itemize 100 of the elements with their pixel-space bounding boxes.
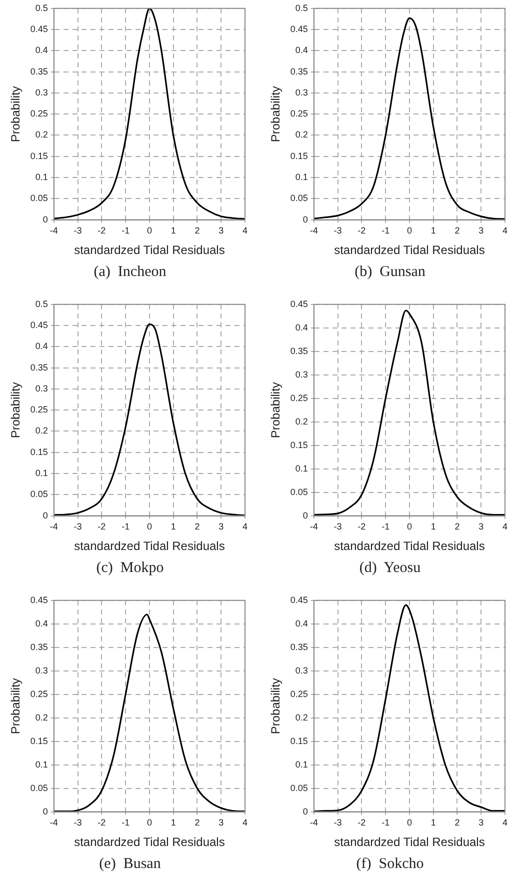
x-tick-label: 3 [218,818,224,828]
y-tick-label: 0.25 [30,688,48,699]
y-tick-label: 0.45 [30,594,48,605]
y-tick-label: 0.5 [35,298,48,309]
x-tick-label: -4 [50,522,58,532]
y-tick-label: 0 [302,510,308,520]
x-tick-label: -2 [98,226,106,236]
x-tick-label: 2 [194,226,200,236]
y-tick-label: 0.15 [30,736,48,746]
x-tick-label: -3 [74,522,82,532]
x-tick-label: -3 [334,522,342,532]
x-tick-label: 0 [146,818,152,828]
x-axis-title: standardzed Tidal Residuals [74,835,225,850]
y-tick-label: 0.1 [35,759,48,770]
y-tick-label: 0.35 [30,642,48,652]
y-tick-label: 0.05 [290,486,308,497]
x-tick-label: 2 [454,522,460,532]
y-tick-label: 0.05 [30,782,48,793]
y-tick-label: 0.35 [290,66,308,76]
y-tick-label: 0.05 [30,489,48,500]
x-tick-label: -3 [334,226,342,236]
y-tick-label: 0.4 [35,341,48,352]
x-tick-label: 3 [478,818,484,828]
y-tick-label: 0.1 [295,172,308,182]
x-tick-label: 1 [430,818,436,828]
x-tick-label: -2 [358,522,366,532]
x-tick-label: -2 [98,818,106,828]
y-tick-label: 0.2 [295,712,308,722]
y-tick-label: 0.3 [35,383,48,394]
y-tick-label: 0.3 [295,665,308,676]
x-tick-label: -4 [310,226,318,236]
y-tick-label: 0.25 [290,688,308,699]
x-tick-label: 3 [218,522,224,532]
y-tick-label: 0 [42,214,48,224]
y-tick-label: 0.15 [290,440,308,450]
y-tick-label: 0.05 [30,193,48,204]
x-tick-label: 0 [406,226,412,236]
y-tick-label: 0.05 [290,782,308,793]
x-tick-label: 3 [218,226,224,236]
y-tick-label: 0.1 [295,759,308,770]
x-axis-title: standardzed Tidal Residuals [334,243,485,258]
x-tick-label: 1 [430,226,436,236]
x-tick-label: -2 [358,226,366,236]
x-tick-label: 4 [242,226,248,236]
y-tick-label: 0.3 [35,665,48,676]
x-tick-label: -4 [50,226,58,236]
y-tick-label: 0.15 [290,736,308,746]
y-tick-label: 0.45 [290,24,308,34]
text: (a) Incheon [94,264,166,281]
x-tick-label: -3 [334,818,342,828]
y-tick-label: 0.35 [30,66,48,76]
x-tick-label: 0 [406,522,412,532]
x-tick-label: 4 [502,226,508,236]
y-tick-label: 0.35 [290,346,308,356]
x-axis-title: standardzed Tidal Residuals [334,539,485,554]
y-tick-label: 0.1 [35,468,48,478]
x-tick-label: 4 [242,818,248,828]
x-tick-label: 2 [454,818,460,828]
y-tick-label: 0.2 [295,416,308,426]
y-tick-label: 0.25 [30,404,48,415]
text: (f) Sokcho [356,856,424,873]
x-axis-title: standardzed Tidal Residuals [74,243,225,258]
y-axis-title: Probability [8,678,23,734]
y-tick-label: 0.2 [35,712,48,722]
y-tick-label: 0.3 [295,87,308,98]
y-tick-label: 0.15 [30,150,48,161]
text: (b) Gunsan [354,264,426,281]
y-axis-title: Probability [8,86,23,142]
x-tick-label: -4 [50,818,58,828]
x-axis-title: standardzed Tidal Residuals [334,835,485,850]
x-tick-label: -2 [358,818,366,828]
y-tick-label: 0.3 [35,87,48,98]
x-tick-label: -4 [310,522,318,532]
x-tick-label: 4 [242,522,248,532]
x-tick-label: 1 [430,522,436,532]
y-tick-label: 0.3 [295,369,308,380]
y-tick-label: 0 [42,806,48,816]
y-tick-label: 0.4 [295,618,308,628]
y-axis-title: Probability [8,382,23,438]
y-tick-label: 0.35 [30,362,48,372]
x-tick-label: 4 [502,818,508,828]
y-tick-label: 0.2 [35,130,48,140]
y-tick-label: 0.35 [290,642,308,652]
y-tick-label: 0.5 [35,2,48,13]
x-tick-label: 1 [170,226,176,236]
x-tick-label: -1 [382,522,390,532]
y-tick-label: 0.15 [290,150,308,161]
y-axis-title: Probability [268,678,283,734]
x-tick-label: 3 [478,226,484,236]
y-axis-title: Probability [268,86,283,142]
y-tick-label: 0.45 [30,320,48,330]
y-tick-label: 0.25 [290,108,308,119]
text: (d) Yeosu [359,560,421,577]
y-tick-label: 0 [302,214,308,224]
y-tick-label: 0.45 [290,594,308,605]
x-tick-label: 2 [454,226,460,236]
x-tick-label: -2 [98,522,106,532]
text: (e) Busan [99,856,161,873]
x-tick-label: 0 [146,226,152,236]
y-tick-label: 0.4 [295,322,308,332]
